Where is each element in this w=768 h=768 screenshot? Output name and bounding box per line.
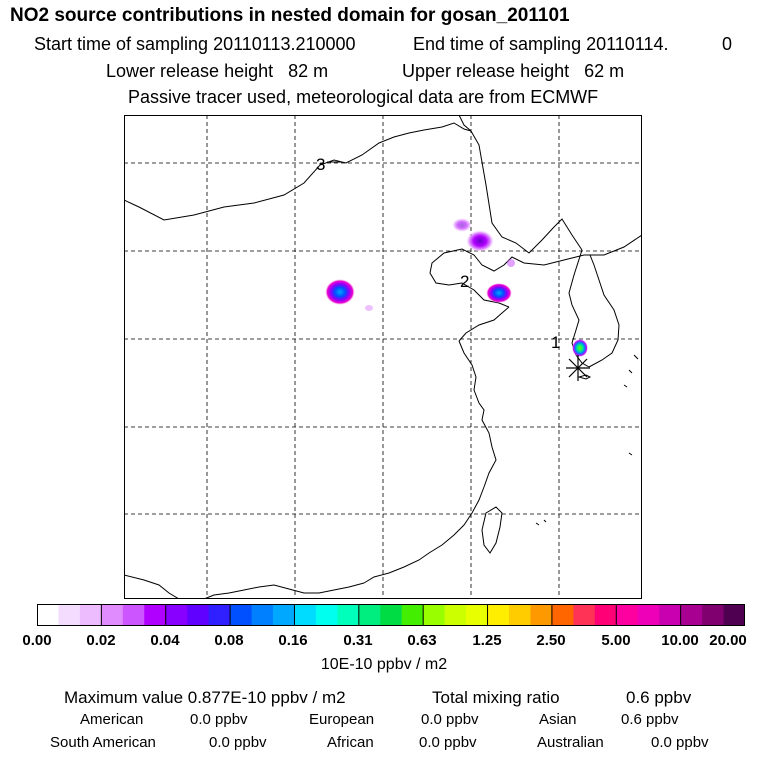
island-taiwan xyxy=(481,506,503,554)
max-value-label: Maximum value 0.877E-10 ppbv / m2 xyxy=(64,688,346,707)
colorbar-swatch xyxy=(401,604,424,626)
colorbar-tick: 20.00 xyxy=(709,632,747,649)
plume-west xyxy=(325,279,355,305)
lower-release-label: Lower release height 82 m xyxy=(106,61,329,81)
coast-bohai-north xyxy=(429,234,642,308)
colorbar-swatch xyxy=(702,604,725,626)
colorbar-swatch xyxy=(79,604,102,626)
colorbar-swatch xyxy=(637,604,660,626)
coast-east-china xyxy=(363,340,497,584)
coast-korea-west xyxy=(568,249,590,368)
plume-korea xyxy=(572,339,588,357)
colorbar-swatch xyxy=(680,604,703,626)
colorbar-border xyxy=(37,604,745,626)
map-frame xyxy=(124,115,642,599)
colorbar-swatch xyxy=(551,604,574,626)
point-labels: 3 2 1 xyxy=(316,155,560,352)
colorbar-swatch xyxy=(37,604,59,626)
colorbar-tick: 0.02 xyxy=(86,632,116,649)
colorbar-swatch xyxy=(208,604,231,626)
tracer-note: Passive tracer used, meteorological data… xyxy=(128,87,599,107)
colorbar-swatch xyxy=(294,604,317,626)
colorbar-tick: 2.50 xyxy=(536,632,566,649)
plume-north-trace xyxy=(507,259,515,267)
colorbar-swatch xyxy=(144,604,167,626)
colorbar-swatch xyxy=(122,604,145,626)
map-panel: 3 2 1 xyxy=(124,115,642,599)
colorbar xyxy=(37,604,745,626)
coast-korea-east xyxy=(588,254,620,368)
region-name: South American xyxy=(50,734,156,751)
colorbar-swatch xyxy=(659,604,682,626)
lat-lon-grid xyxy=(124,115,642,599)
colorbar-swatch xyxy=(530,604,553,626)
point-label-1: 1 xyxy=(551,333,560,352)
colorbar-tick: 0.16 xyxy=(278,632,308,649)
colorbar-swatch xyxy=(101,604,124,626)
region-value: 0.0 ppbv xyxy=(651,734,709,751)
colorbar-swatch xyxy=(315,604,338,626)
region-value: 0.6 ppbv xyxy=(621,711,679,728)
region-name: Australian xyxy=(537,734,604,751)
colorbar-swatch xyxy=(509,604,531,626)
colorbar-tick: 0.63 xyxy=(407,632,437,649)
region-name: Asian xyxy=(539,711,577,728)
point-label-2: 2 xyxy=(460,272,469,291)
colorbar-tick: 0.08 xyxy=(214,632,244,649)
colorbar-swatch xyxy=(487,604,510,626)
total-mixing-value: 0.6 ppbv xyxy=(626,688,692,707)
region-name: European xyxy=(309,711,375,728)
colorbar-tick: 1.25 xyxy=(472,632,502,649)
end-time-suffix: 0 xyxy=(722,34,733,54)
island-jeju xyxy=(577,374,592,380)
plume-west-trace xyxy=(365,305,373,311)
colorbar-swatch xyxy=(337,604,360,626)
colorbar-tick: 5.00 xyxy=(601,632,631,649)
total-mixing-label: Total mixing ratio xyxy=(432,688,560,707)
end-time-label: End time of sampling 20110114. xyxy=(413,34,669,54)
plot-title: NO2 source contributions in nested domai… xyxy=(10,5,570,26)
concentration-plumes xyxy=(325,218,588,357)
colorbar-swatch xyxy=(573,604,596,626)
colorbar-swatch xyxy=(251,604,274,626)
coast-japan-islands xyxy=(535,354,639,526)
upper-release-label: Upper release height 62 m xyxy=(402,61,625,81)
colorbar-swatch xyxy=(358,604,381,626)
colorbar-swatch xyxy=(273,604,295,626)
coast-shandong xyxy=(458,306,510,342)
region-value: 0.0 ppbv xyxy=(190,711,248,728)
border-northeast xyxy=(470,130,583,254)
coastlines xyxy=(124,115,642,599)
colorbar-swatch xyxy=(187,604,210,626)
plume-bohai xyxy=(486,283,512,303)
colorbar-swatch xyxy=(466,604,489,626)
plume-north-tail xyxy=(452,218,472,232)
coast-leizhou xyxy=(124,574,180,599)
colorbar-swatch xyxy=(594,604,617,626)
colorbar-tick: 0.31 xyxy=(343,632,373,649)
border-mongolia-china xyxy=(124,115,472,221)
region-value: 0.0 ppbv xyxy=(419,734,477,751)
colorbar-swatch xyxy=(423,604,446,626)
point-label-3: 3 xyxy=(316,155,325,174)
colorbar-unit: 10E-10 ppbv / m2 xyxy=(320,656,448,673)
receptor-asterisk-icon xyxy=(566,355,590,381)
region-value: 0.0 ppbv xyxy=(209,734,267,751)
region-name: American xyxy=(80,711,144,728)
colorbar-swatch xyxy=(444,604,467,626)
start-time-label: Start time of sampling 20110113.210000 xyxy=(34,34,356,54)
colorbar-swatch xyxy=(723,604,745,626)
colorbar-tick: 0.04 xyxy=(150,632,180,649)
colorbar-swatch xyxy=(165,604,188,626)
colorbar-swatch xyxy=(230,604,253,626)
coast-south xyxy=(203,582,365,599)
colorbar-swatch xyxy=(380,604,403,626)
region-value: 0.0 ppbv xyxy=(421,711,479,728)
region-name: African xyxy=(327,734,374,751)
plume-north xyxy=(466,230,494,252)
colorbar-tick: 10.00 xyxy=(661,632,699,649)
colorbar-tick: 0.00 xyxy=(22,632,52,649)
colorbar-swatch xyxy=(58,604,81,626)
colorbar-swatch xyxy=(616,604,639,626)
